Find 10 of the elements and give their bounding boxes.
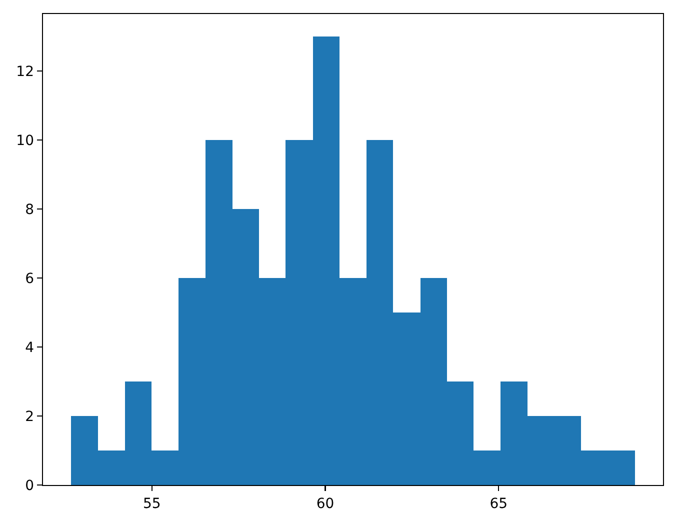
y-tick-label: 12 xyxy=(16,64,34,80)
y-tick-label: 6 xyxy=(25,270,34,287)
y-tick-label: 2 xyxy=(25,408,34,425)
x-tick-label: 55 xyxy=(142,496,161,512)
x-tick-label: 60 xyxy=(316,496,334,512)
y-tick-label: 8 xyxy=(25,202,34,218)
x-tick-label: 65 xyxy=(490,496,508,512)
y-tick-label: 0 xyxy=(25,478,34,494)
y-tick-label: 4 xyxy=(25,340,34,356)
y-tick-label: 10 xyxy=(16,132,34,149)
